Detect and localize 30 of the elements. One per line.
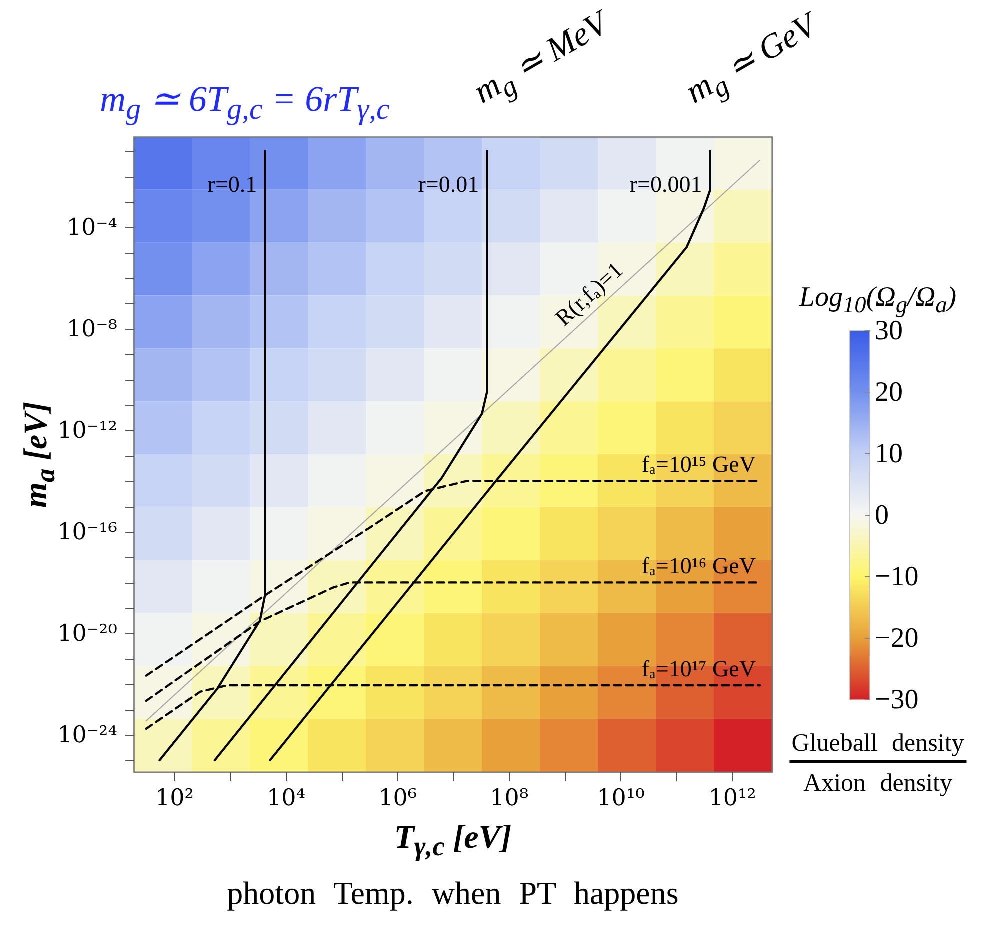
series-label: fₐ=10¹⁷ GeV bbox=[642, 656, 756, 682]
series-label: r=0.01 bbox=[418, 172, 480, 198]
x-tick-label: 10¹² bbox=[708, 786, 756, 812]
y-tick-label: 10⁻²⁴ bbox=[58, 722, 118, 749]
x-tick-label: 10⁴ bbox=[267, 786, 306, 812]
color-bar-label: −30 bbox=[875, 684, 919, 716]
x-tick-label: 10⁶ bbox=[378, 786, 418, 812]
y-tick-label: 10⁻⁸ bbox=[66, 316, 118, 342]
y-tick-label: 10⁻²⁰ bbox=[58, 620, 118, 647]
x-axis-title: T$_{γ,c}$ [eV] bbox=[394, 820, 512, 863]
text: Axion density bbox=[804, 770, 952, 798]
series-label: r=0.001 bbox=[630, 172, 702, 198]
text: photon Temp. when PT happens bbox=[227, 875, 679, 912]
x-tick-label: 10² bbox=[155, 786, 194, 812]
y-tick-label: 10⁻¹² bbox=[58, 418, 118, 444]
color-bar-label: −20 bbox=[875, 623, 919, 654]
chart-title: m$_{g}$ ≃ 6T$_{g,c}$ = 6rT$_{γ,c}$ bbox=[100, 78, 390, 128]
y-tick-label: 10⁻¹⁶ bbox=[58, 519, 118, 546]
series-label: fₐ=10¹⁵ GeV bbox=[642, 452, 756, 478]
color-bar-label: 0 bbox=[875, 500, 889, 531]
color-bar-title: Log$_{10}$(Ω$_{g}$/Ω$_{a}$) bbox=[799, 282, 957, 319]
series-label: r=0.1 bbox=[208, 172, 258, 198]
x-tick-label: 10⁸ bbox=[490, 786, 529, 812]
y-tick-label: 10⁻⁴ bbox=[66, 214, 118, 241]
series-label: fₐ=10¹⁶ GeV bbox=[642, 554, 756, 579]
x-tick-label: 10¹⁰ bbox=[597, 786, 645, 812]
text: Glueball density bbox=[790, 730, 966, 763]
color-bar-label: 10 bbox=[875, 438, 903, 470]
color-bar-label: −10 bbox=[875, 562, 919, 592]
color-bar-label: 20 bbox=[875, 377, 903, 408]
